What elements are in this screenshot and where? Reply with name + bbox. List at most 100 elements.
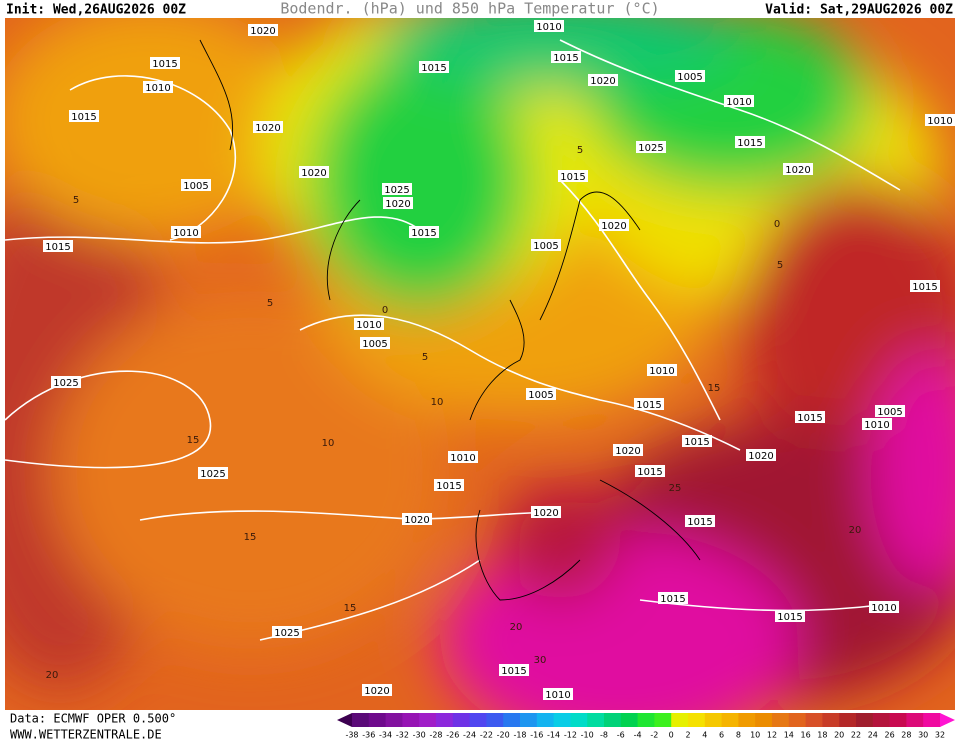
scale-label: 20	[834, 731, 844, 740]
scale-bin	[906, 713, 924, 727]
scale-label: -28	[429, 731, 442, 740]
color-scale: -38 -36 -34 -32 -30 -28 -26 -24 -22 -20 -18 -16 -14-…	[337, 713, 955, 740]
scale-label: 14	[784, 731, 794, 740]
scale-bin	[738, 713, 756, 727]
isobar-label-box	[531, 506, 561, 518]
isobar-label: 1005	[877, 407, 902, 418]
isotherm-label: 0	[774, 219, 780, 230]
scale-bin	[889, 713, 907, 727]
isobar-label-box	[448, 451, 478, 463]
scale-bin	[587, 713, 605, 727]
isobar-label-box	[634, 398, 664, 410]
isobar-label: 1020	[590, 76, 615, 87]
scale-bin	[671, 713, 689, 727]
isobar-label: 1015	[560, 172, 585, 183]
scale-bin	[419, 713, 437, 727]
website: WWW.WETTERZENTRALE.DE	[10, 728, 162, 741]
scale-label: -6	[617, 731, 625, 740]
isobar-label: 1025	[200, 469, 225, 480]
scale-arrow-right	[940, 713, 955, 727]
scale-label: -2	[650, 731, 658, 740]
isobar-label-box	[543, 688, 573, 700]
isobar-label-box	[272, 626, 302, 638]
isobar-label-box	[599, 219, 629, 231]
scale-bin	[553, 713, 571, 727]
scale-label: 4	[702, 731, 707, 740]
isobar-label-box	[499, 664, 529, 676]
isobar-label-box	[143, 81, 173, 93]
isobar-label-box	[248, 24, 278, 36]
isobar-label-box	[409, 226, 439, 238]
isobar-label: 1010	[356, 320, 381, 331]
isobar-label: 1020	[364, 686, 389, 697]
scale-bin	[704, 713, 723, 727]
header-bar	[0, 0, 959, 18]
scale-bin	[486, 713, 504, 727]
scale-bin	[721, 713, 739, 727]
scale-bin	[402, 713, 420, 727]
scale-label: -26	[446, 731, 459, 740]
isobar-label-box	[150, 57, 180, 69]
isobar-label: 1015	[636, 400, 661, 411]
isobar-label: 1015	[71, 112, 96, 123]
isobar-label-box	[795, 411, 825, 423]
scale-label: -20	[497, 731, 510, 740]
isobar-label: 1015	[660, 594, 685, 605]
scale-label: -14	[547, 731, 560, 740]
scale-label: -36	[362, 731, 375, 740]
scale-bin	[637, 713, 655, 727]
isobar-label: 1010	[173, 228, 198, 239]
isobar-label: 1025	[53, 378, 78, 389]
isobar-label-box	[402, 513, 432, 525]
isobar-label-box	[419, 61, 449, 73]
isobar-label: 1015	[152, 59, 177, 70]
isobar-label: 1020	[785, 165, 810, 176]
isotherm-label: 15	[344, 603, 357, 614]
isobar-label-box	[534, 20, 564, 32]
isobar-label-box	[362, 684, 392, 696]
isotherm-label: 20	[510, 622, 523, 633]
scale-bin	[755, 713, 773, 727]
isobar-label: 1015	[553, 53, 578, 64]
isobar-label: 1015	[687, 517, 712, 528]
scale-label: 6	[719, 731, 724, 740]
isobar-label-box	[613, 444, 643, 456]
isobar-label: 1025	[638, 143, 663, 154]
isotherm-label: 15	[708, 383, 721, 394]
isobar-label: 1010	[450, 453, 475, 464]
scale-bin	[520, 713, 538, 727]
scale-bin	[452, 713, 471, 727]
isobar-label-box	[526, 388, 556, 400]
isobar-label: 1015	[777, 612, 802, 623]
isobar-label: 1015	[684, 437, 709, 448]
isobar-label-box	[382, 183, 412, 195]
isobar-label: 1010	[649, 366, 674, 377]
isobar-label-box	[434, 479, 464, 491]
scale-label: 8	[736, 731, 741, 740]
isotherm-label: 5	[422, 352, 428, 363]
isobar-label-box	[51, 376, 81, 388]
isobar-label: 1015	[45, 242, 70, 253]
coastlines	[199, 39, 701, 601]
scale-bin	[385, 713, 403, 727]
isobar-label-box	[647, 364, 677, 376]
scale-label: -32	[396, 731, 409, 740]
isobar-label-box	[783, 163, 813, 175]
isobar-label: 1010	[726, 97, 751, 108]
isobar-label: 1015	[797, 413, 822, 424]
isobar-label-box	[635, 465, 665, 477]
scale-label: 10	[750, 731, 760, 740]
isobar-label: 1020	[601, 221, 626, 232]
isobar-label: 1020	[615, 446, 640, 457]
isobar-label: 1020	[533, 508, 558, 519]
scale-arrow-left	[337, 713, 352, 727]
isobar-label: 1020	[255, 123, 280, 134]
scale-bin	[805, 713, 823, 727]
scale-label: 30	[918, 731, 928, 740]
isotherm-label: 15	[244, 532, 257, 543]
scale-bin	[620, 713, 639, 727]
scale-label: 32	[935, 731, 945, 740]
isobar-label: 1005	[362, 339, 387, 350]
